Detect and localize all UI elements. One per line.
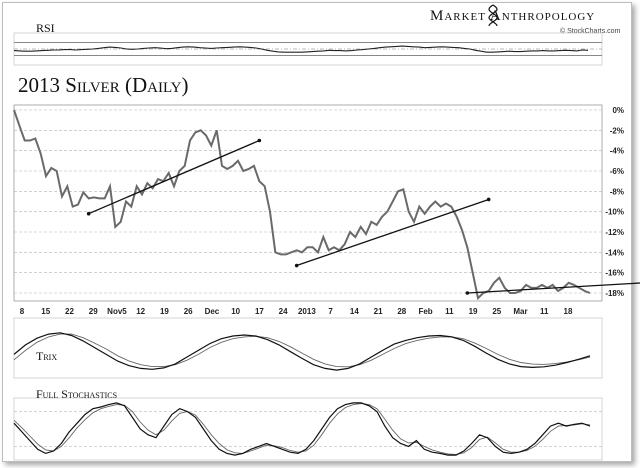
rsi-line (13, 45, 589, 53)
x-tick-label: Feb (418, 307, 432, 316)
trendline (296, 198, 489, 267)
trix-line (13, 332, 591, 371)
x-tick-label: 24 (279, 307, 288, 316)
price-title: 2013 Silver (Daily) (18, 73, 188, 97)
dna-strand (488, 4, 498, 27)
x-tick-label: Mar (513, 307, 527, 316)
x-tick-label: Dec (205, 307, 220, 316)
price-panel: 2013 Silver (Daily) (13, 73, 603, 302)
trendline-endpoint (257, 138, 262, 143)
x-tick-label: 18 (564, 307, 573, 316)
trix-panel: Trix (13, 317, 603, 379)
x-tick-label: 26 (184, 307, 193, 316)
trendline (467, 282, 640, 294)
stochastics-title: Full Stochastics (36, 387, 117, 401)
x-tick-label: 28 (397, 307, 406, 316)
y-tick-label: -18% (605, 289, 624, 298)
x-tick-label: 21 (374, 307, 383, 316)
trendline-endpoint (465, 291, 470, 295)
x-tick-label: 11 (445, 307, 454, 316)
rsi-title: RSI (36, 21, 55, 35)
x-tick-label: 15 (41, 307, 50, 316)
x-tick-label: 17 (255, 307, 264, 316)
x-tick-label: 11 (540, 307, 549, 316)
x-tick-label: 14 (350, 307, 359, 316)
dna-strand (488, 4, 498, 27)
x-tick-label: 7 (328, 307, 333, 316)
y-tick-label: -16% (605, 269, 624, 278)
stoch-k-line (13, 402, 591, 456)
dna-helix-icon (488, 4, 498, 27)
trendline (88, 139, 260, 215)
y-tick-label: -12% (605, 228, 624, 237)
y-tick-label: -4% (610, 147, 624, 156)
trix-signal-line (13, 333, 591, 368)
x-tick-label: 19 (160, 307, 169, 316)
x-tick-label: 10 (231, 307, 240, 316)
x-tick-label: 25 (492, 307, 501, 316)
y-tick-label: -8% (610, 187, 624, 196)
trendline-endpoint (486, 197, 491, 202)
y-tick-label: -10% (605, 208, 624, 217)
y-tick-label: -14% (605, 248, 624, 257)
brand-title: Market Anthropology (430, 8, 595, 24)
x-tick-label: 12 (136, 307, 145, 316)
x-tick-label: 22 (65, 307, 74, 316)
price-line (13, 109, 591, 301)
y-tick-label: -6% (610, 167, 624, 176)
x-tick-label: 8 (20, 307, 25, 316)
x-tick-label: 2013 (298, 307, 316, 316)
trendline-endpoint (86, 211, 91, 216)
stochastics-panel: Full Stochastics (13, 387, 603, 461)
y-tick-label: -2% (610, 126, 624, 135)
trendline-endpoint (294, 263, 299, 268)
y-tick-label: 0% (612, 106, 624, 115)
stoch-d-line (13, 403, 591, 455)
x-tick-label: 19 (469, 307, 478, 316)
x-tick-label: Nov5 (107, 307, 127, 316)
source-credit: © StockCharts.com (560, 27, 621, 35)
x-tick-label: 29 (89, 307, 98, 316)
trix-title: Trix (36, 349, 57, 363)
